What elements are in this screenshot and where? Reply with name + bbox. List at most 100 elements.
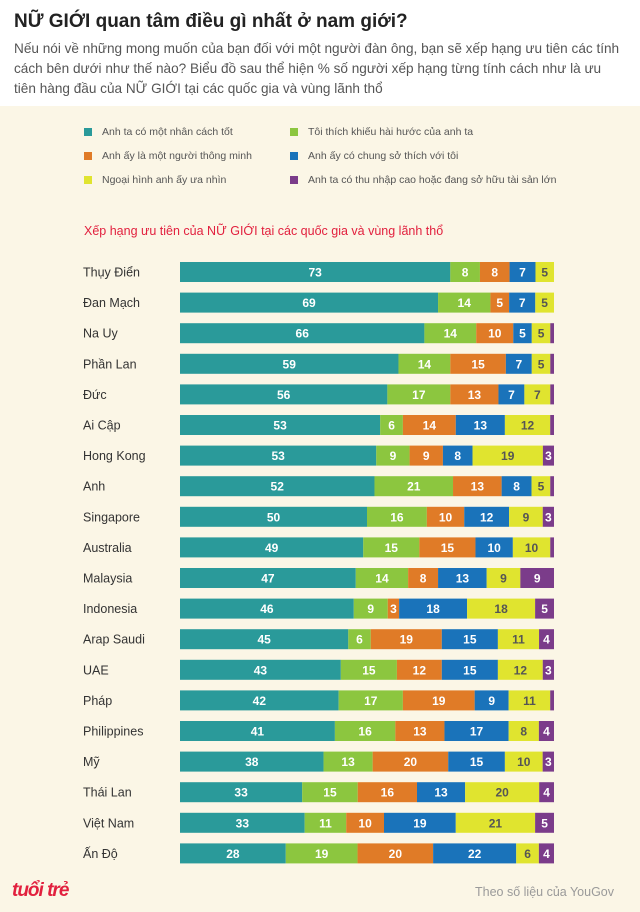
bar-segment: [538, 721, 554, 741]
bar-segment: [180, 353, 399, 374]
bar-segment: [357, 782, 417, 803]
data-label: 22: [468, 847, 482, 861]
data-label: 15: [463, 663, 477, 677]
bar-segment: [374, 476, 454, 497]
bar-segment: [399, 598, 468, 619]
legend-swatch: [290, 152, 298, 160]
data-label: 13: [434, 786, 448, 800]
bar-segment: [416, 782, 466, 803]
bar-segment: [509, 506, 543, 527]
data-label: 11: [512, 633, 525, 647]
category-label: Hong Kong: [83, 449, 146, 463]
data-label: 9: [423, 449, 430, 463]
data-label: 4: [543, 786, 550, 800]
data-label: 15: [323, 786, 337, 800]
bar-segment: [531, 476, 551, 497]
data-label: 12: [413, 663, 427, 677]
data-label: 10: [517, 755, 531, 769]
data-label: 6: [356, 633, 363, 647]
bar-segment: [180, 690, 339, 711]
category-label: Pháp: [83, 694, 112, 708]
data-label: 3: [545, 755, 552, 769]
category-label: UAE: [83, 663, 109, 677]
data-label: 45: [257, 633, 271, 647]
data-label: 6: [524, 847, 531, 861]
category-label: Việt Nam: [83, 816, 134, 830]
data-label: 10: [488, 327, 502, 341]
bar-segment: [538, 843, 554, 864]
bar-segment: [426, 506, 465, 527]
bar-segment: [180, 812, 305, 833]
bar-segment: [438, 568, 487, 588]
category-label: Thái Lan: [83, 786, 132, 800]
bar-segment: [542, 659, 554, 680]
data-label: 50: [267, 510, 281, 524]
bar-segment: [363, 537, 420, 558]
bar-segment: [524, 384, 551, 405]
bar-segment: [535, 812, 554, 833]
legend-label: Anh ấy là một người thông minh: [102, 150, 252, 162]
bar-segment: [323, 751, 373, 772]
bar-segment: [180, 629, 349, 650]
bar-segment: [180, 323, 425, 344]
bar-segment: [424, 323, 477, 344]
data-label: 13: [341, 755, 355, 769]
bar-segment: [520, 568, 554, 588]
data-label: 19: [501, 449, 515, 463]
bar-segment: [353, 598, 388, 619]
bar-segment: [464, 506, 510, 527]
data-label: 49: [265, 541, 279, 555]
bar-segment: [542, 445, 554, 466]
bar-segment: [444, 721, 509, 741]
data-label: 8: [491, 266, 498, 280]
data-label: 20: [495, 786, 509, 800]
data-label: 5: [541, 266, 548, 280]
bar-segment: [348, 629, 371, 650]
data-label: 5: [496, 296, 503, 310]
bar-segment: [550, 537, 554, 558]
bar-segment: [542, 506, 554, 527]
bar-segment: [395, 721, 445, 741]
bar-segment: [441, 659, 498, 680]
data-label: 3: [545, 510, 552, 524]
data-label: 42: [253, 694, 267, 708]
bar-segment: [409, 445, 443, 466]
bar-segment: [535, 292, 554, 313]
data-label: 12: [514, 663, 528, 677]
data-label: 5: [519, 327, 526, 341]
bar-segment: [304, 812, 347, 833]
data-label: 7: [519, 266, 526, 280]
bar-segment: [180, 843, 286, 864]
data-label: 9: [534, 572, 541, 586]
chart-title: Xếp hạng ưu tiên của NỮ GIỚI tại các quố…: [84, 224, 444, 238]
data-label: 53: [273, 419, 287, 433]
bar-segment: [504, 751, 543, 772]
category-label: Philippines: [83, 725, 143, 739]
intro-text: Nếu nói về những mong muốn của bạn đối v…: [14, 41, 620, 96]
bar-segment: [531, 353, 551, 374]
data-label: 8: [420, 572, 427, 586]
bar-segment: [180, 659, 341, 680]
bar-segment: [372, 751, 449, 772]
bar-segment: [512, 537, 551, 558]
bar-segment: [433, 843, 517, 864]
data-label: 15: [362, 663, 376, 677]
bar-segment: [475, 537, 513, 558]
data-label: 11: [523, 694, 536, 708]
data-label: 15: [441, 541, 455, 555]
data-label: 20: [389, 847, 403, 861]
data-label: 18: [426, 602, 440, 616]
category-label: Indonesia: [83, 602, 137, 616]
bar-segment: [505, 353, 532, 374]
data-label: 6: [388, 419, 395, 433]
legend-swatch: [84, 128, 92, 136]
data-label: 8: [454, 449, 461, 463]
bar-segment: [380, 415, 403, 435]
data-label: 21: [489, 816, 503, 830]
bar-segment: [180, 506, 367, 527]
data-label: 12: [521, 419, 535, 433]
data-label: 8: [520, 725, 527, 739]
data-label: 7: [508, 388, 515, 402]
data-label: 33: [234, 786, 248, 800]
data-label: 4: [543, 725, 550, 739]
